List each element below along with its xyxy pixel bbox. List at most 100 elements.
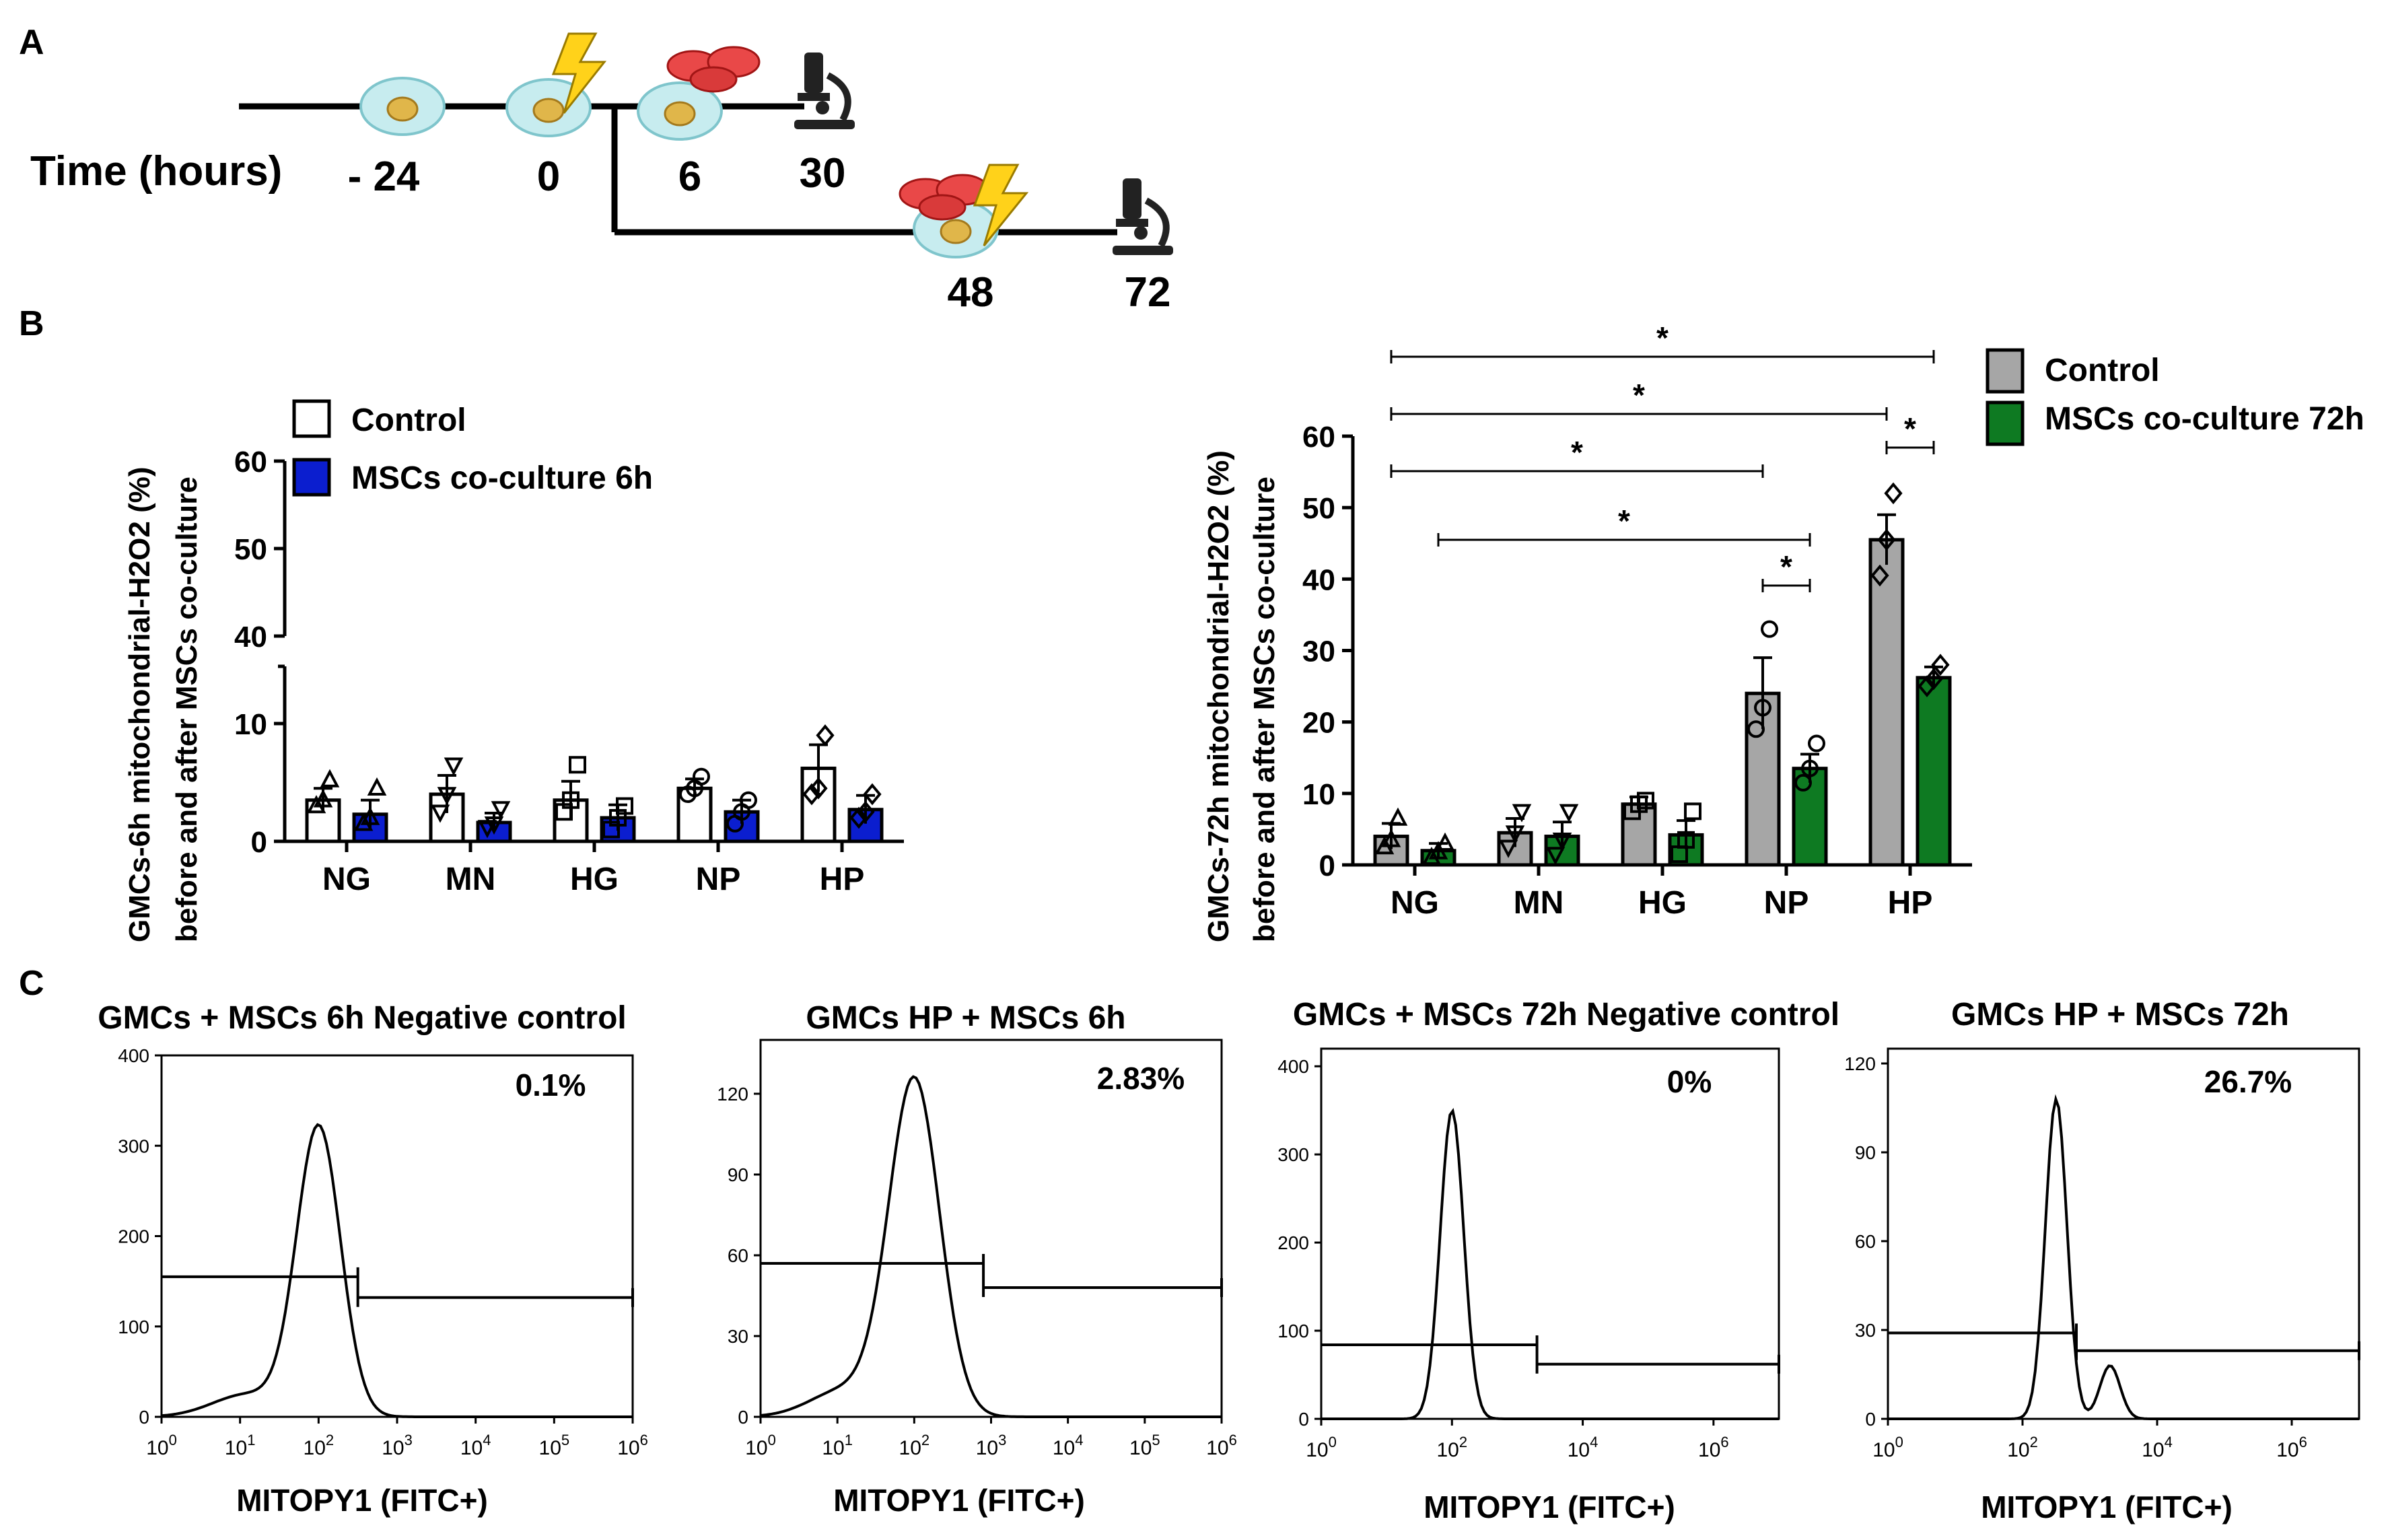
y-tick-label: 120 (1844, 1053, 1876, 1074)
significance-star: * (1656, 320, 1669, 355)
histogram-72h-hp: GMCs HP + MSCs 72h 26.7% MITOPY1 (FITC+)… (1844, 997, 2360, 1525)
data-point (1754, 699, 1771, 717)
data-point (491, 801, 511, 820)
data-point (430, 804, 450, 823)
y-axis-label-line1: GMCs-72h mitochondrial-H2O2 (%) (1202, 450, 1235, 942)
y-tick-label: 60 (1302, 421, 1335, 454)
x-tick-label: 102 (899, 1432, 930, 1459)
data-point (1677, 831, 1695, 849)
data-point (863, 783, 882, 806)
histogram-6h-negative: GMCs + MSCs 6h Negative control 0.1% MIT… (98, 1000, 648, 1518)
y-tick-label: 90 (1855, 1142, 1876, 1163)
significance-star: * (1571, 435, 1583, 470)
data-point (1684, 802, 1701, 820)
data-point (484, 816, 504, 835)
data-point (1435, 832, 1455, 851)
legend-swatch-msc (1986, 400, 2025, 446)
timeline-label: Time (hours) (30, 148, 282, 195)
y-tick-label: 30 (1855, 1320, 1876, 1341)
y-tick-label: 400 (1277, 1056, 1309, 1077)
x-tick-label: 100 (1306, 1434, 1337, 1461)
y-tick-label: 50 (1302, 492, 1335, 525)
data-point (444, 757, 464, 776)
data-point (816, 724, 835, 746)
histogram-title: GMCs HP + MSCs 6h (806, 1000, 1125, 1036)
plot-frame (759, 1039, 1223, 1418)
x-tick-label: 104 (2142, 1434, 2173, 1461)
x-axis-label: MITOPY1 (FITC+) (236, 1483, 488, 1518)
data-point (1924, 668, 1943, 691)
y-tick-label: 60 (1855, 1231, 1876, 1252)
legend-label-msc: MSCs co-culture 72h (2045, 401, 2364, 437)
histogram-curve (1888, 1094, 2359, 1420)
y-tick-label: 0 (1298, 1409, 1309, 1430)
time-tick: 6 (678, 153, 701, 200)
x-tick-label: 104 (1053, 1432, 1084, 1459)
y-tick-label: 60 (234, 446, 267, 479)
panel-label-b: B (19, 304, 44, 343)
percent-label: 26.7% (2204, 1064, 2292, 1099)
data-point (1884, 482, 1903, 505)
lightning-icon (973, 164, 1029, 246)
data-point (1870, 564, 1889, 587)
data-point (1761, 620, 1778, 638)
data-point (320, 769, 340, 788)
x-tick-label: 102 (1436, 1434, 1467, 1461)
x-axis-label: MITOPY1 (FITC+) (1981, 1490, 2233, 1525)
time-tick: 0 (537, 153, 560, 200)
data-point (569, 756, 586, 774)
bar (553, 798, 589, 843)
data-point (740, 791, 757, 809)
y-tick-label: 200 (118, 1226, 149, 1247)
x-tick-label: 102 (2007, 1434, 2038, 1461)
x-tick-label: 101 (225, 1432, 256, 1459)
histogram-6h-hp: GMCs HP + MSCs 6h 2.83% MITOPY1 (FITC+) … (717, 1000, 1237, 1518)
percent-label: 0% (1667, 1064, 1712, 1099)
cell-icon (359, 77, 446, 136)
bar (1916, 676, 1952, 867)
x-tick-label: 106 (617, 1432, 648, 1459)
timeline: Time (hours) - 24 0 6 30 48 72 (30, 32, 1173, 316)
data-point (802, 783, 821, 806)
histogram-title: GMCs + MSCs 6h Negative control (98, 1000, 627, 1036)
data-point (1545, 847, 1566, 866)
data-point (1877, 528, 1896, 551)
data-point (1808, 734, 1825, 753)
data-point (1428, 841, 1448, 860)
data-point (1637, 792, 1654, 810)
time-tick: 30 (800, 150, 846, 197)
histogram-curve (1321, 1108, 1779, 1420)
data-point (809, 777, 828, 800)
lightning-icon (551, 32, 607, 114)
x-tick-label: 103 (976, 1432, 1007, 1459)
legend-swatch-control (292, 399, 331, 438)
panel-label-c: C (19, 964, 44, 1003)
y-tick-label: 10 (234, 708, 267, 741)
data-point (562, 791, 580, 809)
data-point (1505, 825, 1525, 844)
x-tick-label: 105 (539, 1432, 570, 1459)
y-tick-label: 200 (1277, 1232, 1309, 1253)
y-tick-label: 0 (139, 1407, 149, 1428)
x-tick-label: NG (322, 862, 371, 897)
significance-star: * (1780, 549, 1792, 584)
x-tick-label: 104 (1568, 1434, 1599, 1461)
data-point (1801, 759, 1819, 777)
x-tick-label: HP (1888, 885, 1933, 921)
significance-star: * (1618, 503, 1630, 538)
y-tick-label: 50 (234, 533, 267, 566)
data-point (437, 787, 457, 806)
x-tick-label: 102 (304, 1432, 335, 1459)
bar-chart-72h: GMCs-72h mitochondrial-H2O2 (%) before a… (1202, 320, 2364, 942)
y-tick-label: 30 (1302, 635, 1335, 668)
y-tick-label: 20 (1302, 707, 1335, 740)
data-point (1381, 829, 1401, 847)
x-tick-label: 104 (460, 1432, 491, 1459)
data-point (849, 806, 868, 829)
y-tick-label: 100 (1277, 1321, 1309, 1341)
x-tick-label: MN (1514, 885, 1564, 921)
data-point (1747, 720, 1765, 738)
data-point (1512, 804, 1532, 823)
time-tick: 72 (1125, 269, 1171, 316)
